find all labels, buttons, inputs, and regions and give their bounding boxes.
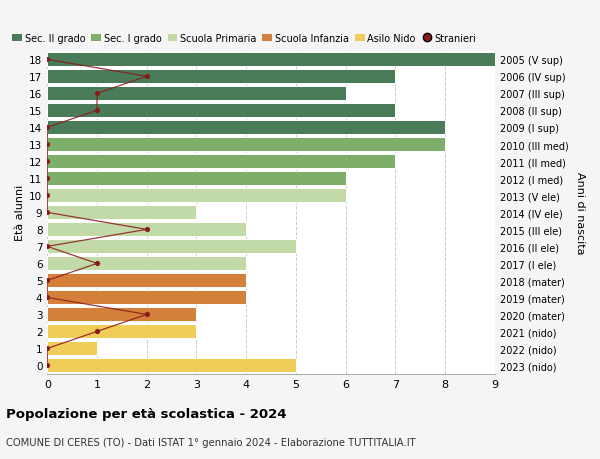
- Point: [142, 311, 152, 319]
- Point: [43, 209, 52, 217]
- Bar: [47, 325, 196, 339]
- Point: [142, 226, 152, 234]
- Bar: [47, 53, 495, 67]
- Point: [43, 175, 52, 183]
- Text: Popolazione per età scolastica - 2024: Popolazione per età scolastica - 2024: [6, 407, 287, 420]
- Bar: [47, 87, 346, 101]
- Bar: [47, 206, 196, 220]
- Y-axis label: Anni di nascita: Anni di nascita: [575, 172, 585, 254]
- Y-axis label: Età alunni: Età alunni: [15, 185, 25, 241]
- Bar: [47, 121, 445, 135]
- Bar: [47, 172, 346, 186]
- Point: [43, 345, 52, 353]
- Point: [142, 73, 152, 81]
- Bar: [47, 223, 246, 237]
- Bar: [47, 138, 445, 152]
- Point: [43, 294, 52, 302]
- Bar: [47, 308, 196, 322]
- Bar: [47, 240, 296, 254]
- Point: [43, 158, 52, 166]
- Point: [92, 90, 102, 98]
- Point: [43, 277, 52, 285]
- Bar: [47, 274, 246, 288]
- Point: [43, 362, 52, 369]
- Bar: [47, 257, 246, 271]
- Point: [43, 243, 52, 251]
- Point: [92, 328, 102, 336]
- Bar: [47, 104, 395, 118]
- Point: [43, 192, 52, 200]
- Legend: Sec. II grado, Sec. I grado, Scuola Primaria, Scuola Infanzia, Asilo Nido, Stran: Sec. II grado, Sec. I grado, Scuola Prim…: [12, 34, 476, 44]
- Bar: [47, 70, 395, 84]
- Text: COMUNE DI CERES (TO) - Dati ISTAT 1° gennaio 2024 - Elaborazione TUTTITALIA.IT: COMUNE DI CERES (TO) - Dati ISTAT 1° gen…: [6, 437, 416, 448]
- Point: [43, 124, 52, 132]
- Bar: [47, 291, 246, 305]
- Bar: [47, 341, 97, 356]
- Point: [43, 141, 52, 149]
- Point: [43, 56, 52, 64]
- Point: [92, 260, 102, 268]
- Bar: [47, 155, 395, 169]
- Bar: [47, 358, 296, 373]
- Point: [92, 107, 102, 115]
- Bar: [47, 189, 346, 203]
